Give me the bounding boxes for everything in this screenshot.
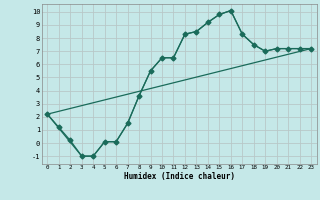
X-axis label: Humidex (Indice chaleur): Humidex (Indice chaleur): [124, 172, 235, 181]
